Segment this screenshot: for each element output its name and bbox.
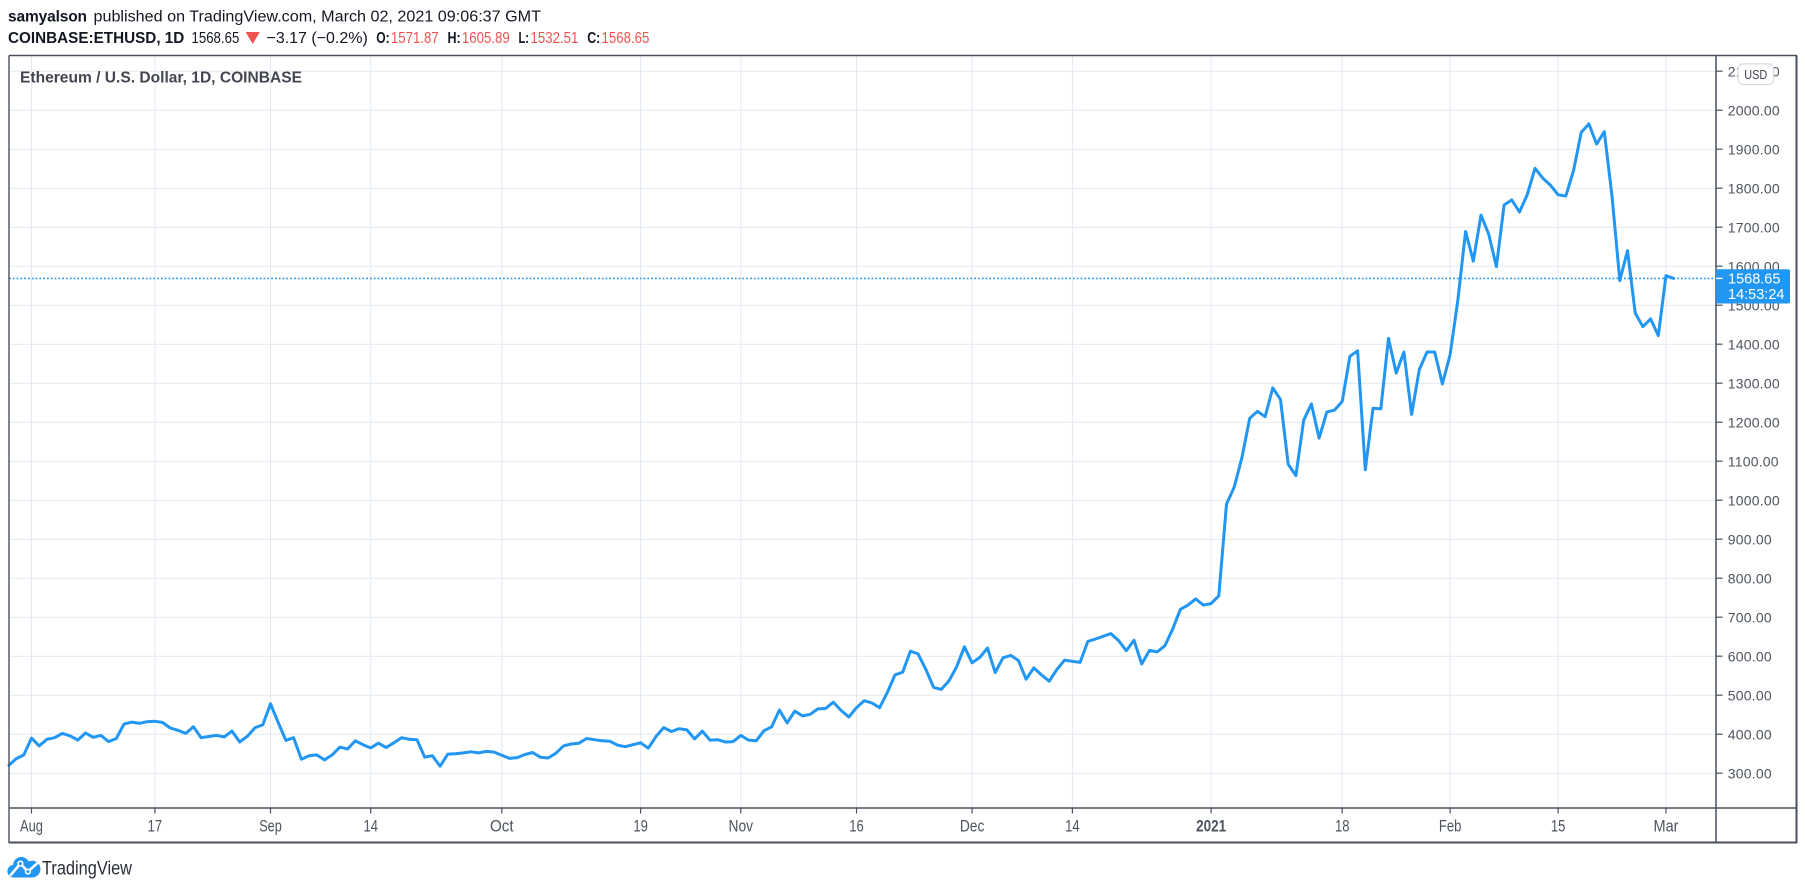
- svg-text:15: 15: [1551, 818, 1566, 836]
- svg-text:400.00: 400.00: [1728, 726, 1772, 742]
- svg-text:Dec: Dec: [960, 818, 985, 836]
- svg-text:1200.00: 1200.00: [1728, 414, 1780, 430]
- svg-text:Feb: Feb: [1439, 818, 1462, 836]
- svg-text:16: 16: [849, 818, 864, 836]
- svg-text:1532.51: 1532.51: [531, 30, 579, 47]
- svg-text:2000.00: 2000.00: [1728, 102, 1780, 118]
- svg-text:Nov: Nov: [729, 818, 754, 836]
- svg-text:1400.00: 1400.00: [1728, 336, 1780, 352]
- svg-text:1568.65: 1568.65: [1728, 271, 1780, 287]
- svg-text:Oct: Oct: [490, 818, 514, 836]
- svg-text:800.00: 800.00: [1728, 570, 1772, 586]
- svg-text:1605.89: 1605.89: [462, 30, 510, 47]
- svg-text:17: 17: [148, 818, 163, 836]
- svg-text:19: 19: [633, 818, 648, 836]
- svg-text:1568.65: 1568.65: [192, 30, 240, 47]
- svg-text:Sep: Sep: [259, 818, 282, 836]
- svg-text:TradingView: TradingView: [42, 857, 133, 879]
- svg-text:COINBASE:ETHUSD, 1D: COINBASE:ETHUSD, 1D: [8, 30, 184, 47]
- svg-text:1100.00: 1100.00: [1728, 453, 1779, 469]
- svg-text:600.00: 600.00: [1728, 648, 1772, 664]
- svg-text:−3.17 (−0.2%): −3.17 (−0.2%): [267, 30, 368, 47]
- svg-text:Ethereum / U.S. Dollar, 1D, CO: Ethereum / U.S. Dollar, 1D, COINBASE: [20, 70, 302, 87]
- svg-text:L:: L:: [519, 30, 530, 47]
- svg-text:1568.65: 1568.65: [602, 30, 650, 47]
- svg-text:300.00: 300.00: [1728, 765, 1772, 781]
- svg-text:1300.00: 1300.00: [1728, 375, 1780, 391]
- svg-text:900.00: 900.00: [1728, 531, 1772, 547]
- svg-text:C:: C:: [587, 30, 600, 47]
- svg-text:1000.00: 1000.00: [1728, 492, 1780, 508]
- svg-text:14: 14: [363, 818, 378, 836]
- svg-text:1900.00: 1900.00: [1728, 141, 1780, 157]
- svg-text:Aug: Aug: [20, 818, 43, 836]
- svg-text:14:53:24: 14:53:24: [1728, 287, 1784, 303]
- svg-text:Mar: Mar: [1654, 818, 1679, 836]
- svg-text:14: 14: [1065, 818, 1080, 836]
- svg-text:2021: 2021: [1196, 818, 1226, 836]
- svg-text:700.00: 700.00: [1728, 609, 1772, 625]
- svg-text:O:: O:: [376, 30, 390, 47]
- svg-text:18: 18: [1335, 818, 1350, 836]
- svg-text:H:: H:: [448, 30, 461, 47]
- svg-text:USD: USD: [1744, 67, 1767, 82]
- svg-text:1571.87: 1571.87: [391, 30, 439, 47]
- svg-text:1700.00: 1700.00: [1728, 219, 1780, 235]
- svg-text:500.00: 500.00: [1728, 687, 1772, 703]
- svg-text:1800.00: 1800.00: [1728, 180, 1780, 196]
